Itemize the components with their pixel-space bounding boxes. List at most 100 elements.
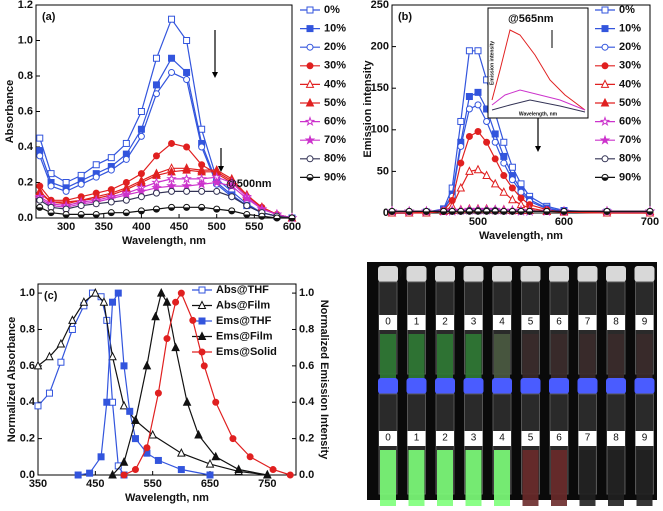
marker [151,182,162,193]
y-tick-label: 1.0 [20,287,35,299]
marker [177,466,185,474]
series-line [39,71,293,219]
vial-label-box [521,315,540,330]
marker [121,189,132,200]
marker [68,315,77,324]
marker [152,90,160,98]
annotation: @500nm [226,178,272,190]
vial-label: 1 [414,433,420,444]
marker [183,37,191,44]
marker [182,397,192,406]
legend-label: 0% [324,4,340,16]
marker [306,25,314,33]
vial-label: 3 [471,433,477,444]
marker [107,198,115,206]
inset-y-label: Emission intensity [489,41,495,85]
x-tick-label: 300 [57,221,75,233]
y-tick-label: 0.8 [20,323,35,335]
marker [166,180,177,191]
marker [465,166,474,175]
y-tick-label: 150 [371,82,389,94]
marker [197,300,207,309]
vial-label: 1 [414,317,420,328]
inset-x-label: Wavelength, nm [519,111,558,117]
marker [273,218,280,222]
marker [599,134,611,145]
vial-label: 3 [471,317,477,328]
vial-label: 5 [528,317,534,328]
marker [465,93,473,101]
vial-label: 9 [642,317,648,328]
marker [286,471,294,479]
marker [183,76,191,84]
x-tick-label: 700 [641,216,659,228]
marker [200,362,208,370]
y-tick-label: 0.0 [20,469,35,481]
marker [131,415,140,424]
marker [142,360,152,370]
vial-cap [577,266,598,282]
marker [33,360,43,370]
vial-label-box [607,315,625,330]
marker [508,184,516,192]
y-axis-label: Normalized Absorbance [6,317,18,443]
marker [57,358,65,366]
marker [189,316,197,324]
marker [152,54,160,62]
marker [63,214,70,218]
legend-label: 10% [324,23,346,35]
vial-content [522,450,539,510]
legend-label: 20% [619,41,641,53]
vial-label-box [407,431,426,446]
marker [86,469,94,477]
vial-cap [606,378,626,394]
marker [156,287,166,297]
marker [108,469,117,479]
inset-curve [491,99,586,113]
marker [109,398,117,406]
vial-content [579,334,596,380]
marker [499,187,509,196]
marker [126,407,134,415]
marker [602,177,608,181]
legend-label: Ems@Solid [216,346,277,358]
marker [131,466,139,474]
vial-content [608,450,624,510]
y-tick-label: 0.4 [18,141,34,153]
vial-content [522,334,539,380]
marker [526,211,533,215]
vial-label-box [635,431,654,446]
marker [474,88,482,96]
vial-cap [492,266,512,282]
marker [34,402,42,410]
x-axis-label: Wavelength, nm [479,230,563,242]
y-tick-label: 0.8 [18,70,33,82]
y-tick-label: 0 [383,207,389,219]
marker [107,166,115,174]
marker [457,142,465,150]
marker [36,207,43,211]
marker [213,187,221,195]
marker [474,47,482,55]
marker [74,471,82,479]
marker [120,362,128,370]
vial-label: 2 [442,317,448,328]
vial-label: 0 [385,317,391,328]
vial-label-box [521,431,540,446]
marker [599,116,611,127]
marker [601,6,609,14]
marker [543,211,550,215]
marker [183,68,191,76]
vial-cap [520,378,541,394]
marker [406,211,413,215]
marker [122,139,130,147]
marker [153,209,160,213]
marker [517,188,525,196]
marker [36,134,44,142]
y-tick-label: 50 [377,165,389,177]
vial-content [380,334,396,380]
y-axis-label: Absorbance [4,80,16,144]
y-tick-label: 1.0 [18,34,33,46]
vial-content [437,450,453,510]
marker [123,212,130,216]
